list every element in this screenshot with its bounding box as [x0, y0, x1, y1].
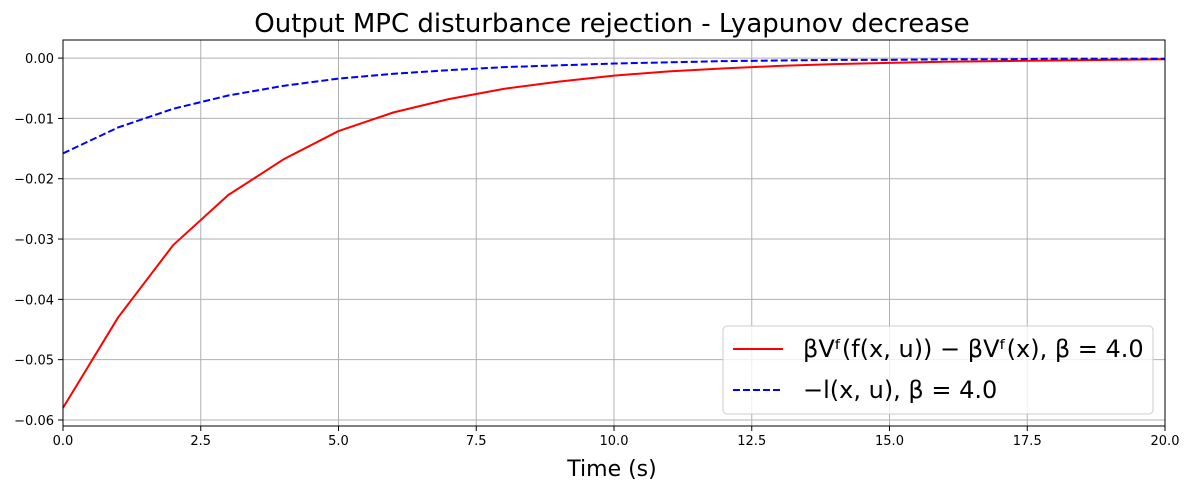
x-tick-label: 0.0 — [53, 434, 74, 449]
series-layer — [62, 57, 1166, 409]
series-line-red — [62, 58, 1166, 409]
grid — [62, 40, 1166, 426]
x-tick-label: 7.5 — [466, 434, 487, 449]
y-tick-label: 0.00 — [25, 52, 54, 67]
legend-entry-blue: −l(x, u), β = 4.0 — [803, 376, 997, 404]
y-tick-label: −0.05 — [14, 354, 54, 369]
x-axis-label: Time (s) — [566, 457, 656, 482]
x-tick-label: 12.5 — [737, 434, 766, 449]
legend-entry-red: βVᶠ(f(x, u)) − βVᶠ(x), β = 4.0 — [803, 335, 1144, 363]
x-tick-label: 17.5 — [1013, 434, 1042, 449]
legend: βVᶠ(f(x, u)) − βVᶠ(x), β = 4.0 −l(x, u),… — [722, 325, 1154, 415]
x-tick-label: 2.5 — [190, 434, 211, 449]
x-tick-label: 20.0 — [1151, 434, 1180, 449]
x-tick-label: 15.0 — [875, 434, 904, 449]
axis-ticks: 0.0 2.5 5.0 7.5 10.0 12.5 15.0 17.5 20.0 0.00 −0.0… — [14, 52, 1179, 449]
y-tick-label: −0.04 — [14, 293, 54, 308]
x-tick-label: 10.0 — [600, 434, 629, 449]
y-tick-label: −0.06 — [14, 414, 54, 429]
legend-box — [722, 325, 1154, 415]
chart-title: Output MPC disturbance rejection - Lyapu… — [254, 9, 969, 39]
y-tick-label: −0.02 — [14, 173, 54, 188]
y-tick-label: −0.01 — [14, 112, 54, 127]
x-tick-label: 5.0 — [328, 434, 349, 449]
y-tick-label: −0.03 — [14, 233, 54, 248]
series-line-blue — [62, 57, 1165, 155]
